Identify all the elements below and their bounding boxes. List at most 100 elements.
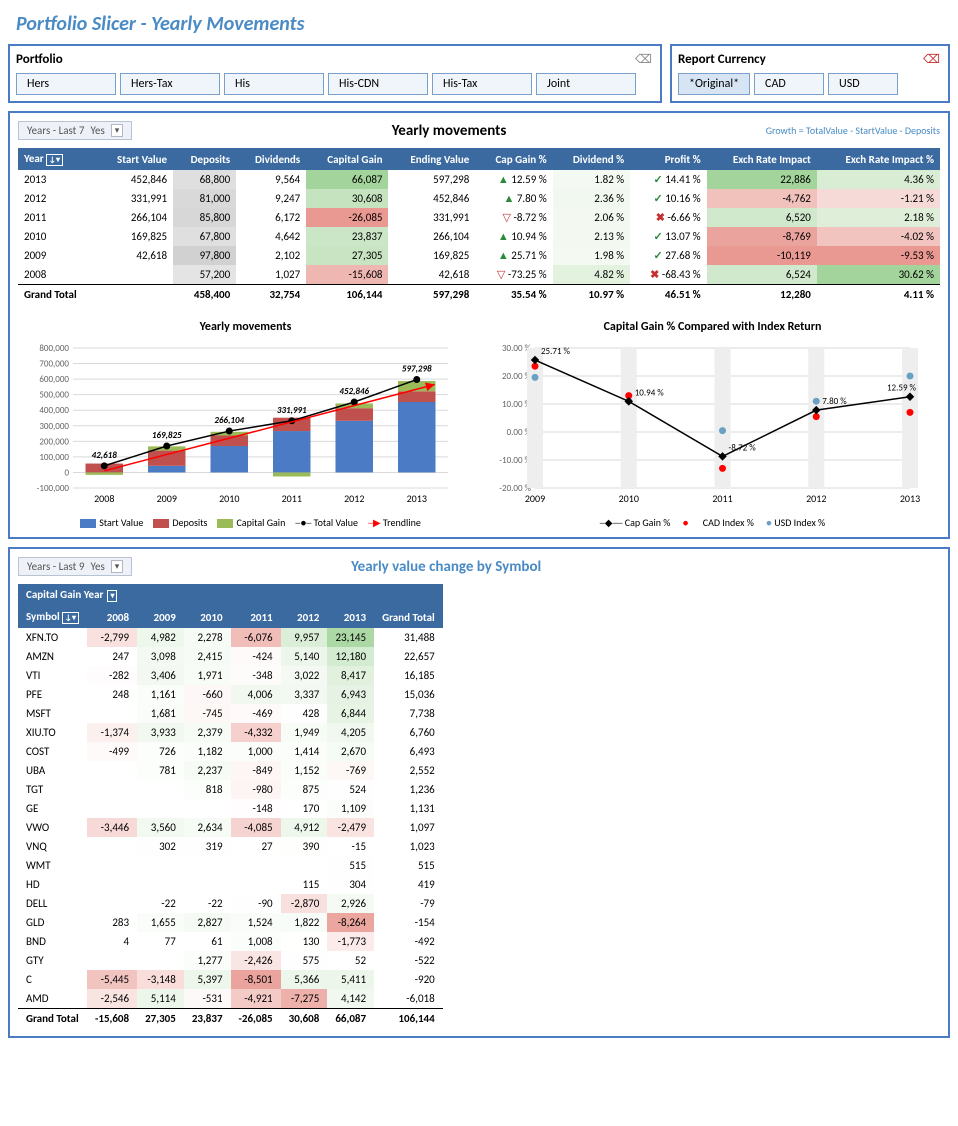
portfolio-slicer-panel: Portfolio ⌫ HersHers-TaxHisHis-CDNHis-Ta… [8, 44, 662, 103]
slicer-item[interactable]: CAD [754, 73, 824, 95]
table-row: AMZN2473,0982,415-4245,14012,18022,657 [18, 647, 443, 666]
filter-value: Yes [90, 560, 104, 573]
svg-text:2010: 2010 [619, 492, 639, 505]
table-row: BND477611,008130-1,773-492 [18, 932, 443, 951]
svg-text:2012: 2012 [806, 492, 826, 505]
slicer-item[interactable]: USD [828, 73, 898, 95]
col-header[interactable]: Profit % [630, 148, 707, 170]
currency-slicer-panel: Report Currency ⌫ *Original*CADUSD [670, 44, 950, 103]
section2-title: Yearly value change by Symbol [144, 558, 748, 576]
filter-label: Years - Last 9 [27, 560, 84, 573]
svg-text:169,825: 169,825 [152, 430, 182, 441]
svg-text:266,104: 266,104 [214, 415, 244, 426]
slicer-item[interactable]: His-CDN [328, 73, 428, 95]
svg-text:300,000: 300,000 [39, 421, 69, 432]
table-row: PFE2481,161-6604,0063,3376,94315,036 [18, 685, 443, 704]
slicer-item[interactable]: Hers-Tax [120, 73, 220, 95]
table-row: VWO-3,4463,5602,634-4,0854,912-2,4791,09… [18, 818, 443, 837]
col-header[interactable]: Exch Rate Impact [707, 148, 817, 170]
svg-text:2012: 2012 [344, 492, 364, 505]
svg-text:700,000: 700,000 [39, 359, 69, 370]
grand-total-row: Grand Total 458,40032,754 106,144597,298… [18, 285, 940, 305]
table-row: GTY1,277-2,42657552-522 [18, 951, 443, 970]
svg-text:600,000: 600,000 [39, 374, 69, 385]
symbol-table: Capital Gain Year▾Symbol↓▾20082009201020… [18, 584, 443, 1028]
svg-text:500,000: 500,000 [39, 390, 69, 401]
table-row: 2013 452,846 68,800 9,564 66,087 597,298… [18, 170, 940, 189]
yearly-movements-panel: Years - Last 7 Yes ▾ Yearly movements Gr… [8, 111, 950, 539]
table-row: DELL-22-22-90-2,8702,926-79 [18, 894, 443, 913]
col-header[interactable]: Dividends [236, 148, 306, 170]
filter-dropdown-icon[interactable]: ▾ [111, 124, 124, 137]
col-header[interactable]: Capital Gain [306, 148, 388, 170]
line-chart-title: Capital Gain % Compared with Index Retur… [485, 320, 940, 334]
svg-text:2013: 2013 [407, 492, 427, 505]
table-row: MSFT1,681-745-4694286,8447,738 [18, 704, 443, 723]
col-header[interactable]: Cap Gain % [475, 148, 552, 170]
symbol-panel: Years - Last 9 Yes ▾ Yearly value change… [8, 547, 950, 1038]
svg-text:100,000: 100,000 [39, 452, 69, 463]
table-row: COST-4997261,1821,0001,4142,6706,493 [18, 742, 443, 761]
svg-text:0: 0 [64, 467, 69, 478]
svg-text:10.94 %: 10.94 % [635, 387, 665, 398]
bar-chart: Yearly movements -100,0000100,000200,000… [18, 320, 473, 529]
formula-text: Growth = TotalValue - StartValue - Depos… [766, 124, 940, 137]
col-header[interactable]: Exch Rate Impact % [817, 148, 940, 170]
bar-chart-legend: Start ValueDepositsCapital Gain─●─ Total… [18, 516, 473, 529]
slicer-item[interactable]: His [224, 73, 324, 95]
table-row: C-5,445-3,1485,397-8,5015,3665,411-920 [18, 970, 443, 989]
svg-text:-100,000: -100,000 [37, 483, 70, 494]
svg-text:2013: 2013 [900, 492, 920, 505]
clear-filter-icon[interactable]: ⌫ [923, 52, 940, 67]
filter-label: Years - Last 7 [27, 124, 84, 137]
col-header[interactable]: Start Value [97, 148, 173, 170]
table-row: GE-1481701,1091,131 [18, 799, 443, 818]
table-row: 2010 169,825 67,800 4,642 23,837 266,104… [18, 227, 940, 246]
col-header[interactable]: Year↓▾ [18, 148, 97, 170]
table-row: GLD2831,6552,8271,5241,822-8,264-154 [18, 913, 443, 932]
years-filter-2[interactable]: Years - Last 9 Yes ▾ [18, 557, 132, 576]
slicer-item[interactable]: Joint [536, 73, 636, 95]
table-row: 2012 331,991 81,000 9,247 30,608 452,846… [18, 189, 940, 208]
col-header[interactable]: Dividend % [553, 148, 630, 170]
table-row: TGT818-9808755241,236 [18, 780, 443, 799]
portfolio-slicer-title: Portfolio [16, 52, 654, 67]
svg-text:800,000: 800,000 [39, 343, 69, 354]
page-title: Portfolio Slicer - Yearly Movements [16, 12, 950, 36]
svg-text:2011: 2011 [282, 492, 302, 505]
col-header[interactable]: Deposits [173, 148, 236, 170]
svg-text:452,846: 452,846 [339, 386, 369, 397]
clear-filter-icon[interactable]: ⌫ [635, 52, 652, 67]
slicer-item[interactable]: Hers [16, 73, 116, 95]
slicer-item[interactable]: *Original* [678, 73, 750, 95]
table-row: VNQ30231927390-151,023 [18, 837, 443, 856]
line-chart-svg: -20.00 %-10.00 %0.00 %10.00 %20.00 %30.0… [485, 338, 925, 508]
table-row: VTI-2823,4061,971-3483,0228,41716,185 [18, 666, 443, 685]
slicer-item[interactable]: His-Tax [432, 73, 532, 95]
svg-text:2010: 2010 [219, 492, 239, 505]
portfolio-slicer-items: HersHers-TaxHisHis-CDNHis-TaxJoint [16, 73, 654, 95]
svg-text:2011: 2011 [712, 492, 732, 505]
years-filter[interactable]: Years - Last 7 Yes ▾ [18, 121, 132, 140]
svg-text:42,618: 42,618 [92, 450, 118, 461]
currency-slicer-title: Report Currency [678, 52, 942, 67]
movements-table: Year↓▾Start ValueDepositsDividendsCapita… [18, 148, 940, 304]
filter-value: Yes [90, 124, 104, 137]
svg-text:2009: 2009 [157, 492, 177, 505]
svg-text:331,991: 331,991 [277, 405, 307, 416]
svg-text:2009: 2009 [525, 492, 545, 505]
svg-text:25.71 %: 25.71 % [541, 346, 571, 357]
table-row: XIU.TO-1,3743,9332,379-4,3321,9494,2056,… [18, 723, 443, 742]
filter-dropdown-icon[interactable]: ▾ [111, 560, 124, 573]
table-row: AMD-2,5465,114-531-4,921-7,2754,142-6,01… [18, 989, 443, 1009]
svg-text:597,298: 597,298 [402, 364, 432, 375]
section-title: Yearly movements [144, 122, 753, 140]
currency-slicer-items: *Original*CADUSD [678, 73, 942, 95]
bar-chart-svg: -100,0000100,000200,000300,000400,000500… [18, 338, 458, 508]
col-header[interactable]: Ending Value [388, 148, 475, 170]
svg-text:12.59 %: 12.59 % [887, 383, 917, 394]
charts-row: Yearly movements -100,0000100,000200,000… [18, 320, 940, 529]
table-row: 2011 266,104 85,800 6,172 -26,085 331,99… [18, 208, 940, 227]
table-row: XFN.TO-2,7994,9822,278-6,0769,95723,1453… [18, 628, 443, 647]
svg-text:400,000: 400,000 [39, 405, 69, 416]
